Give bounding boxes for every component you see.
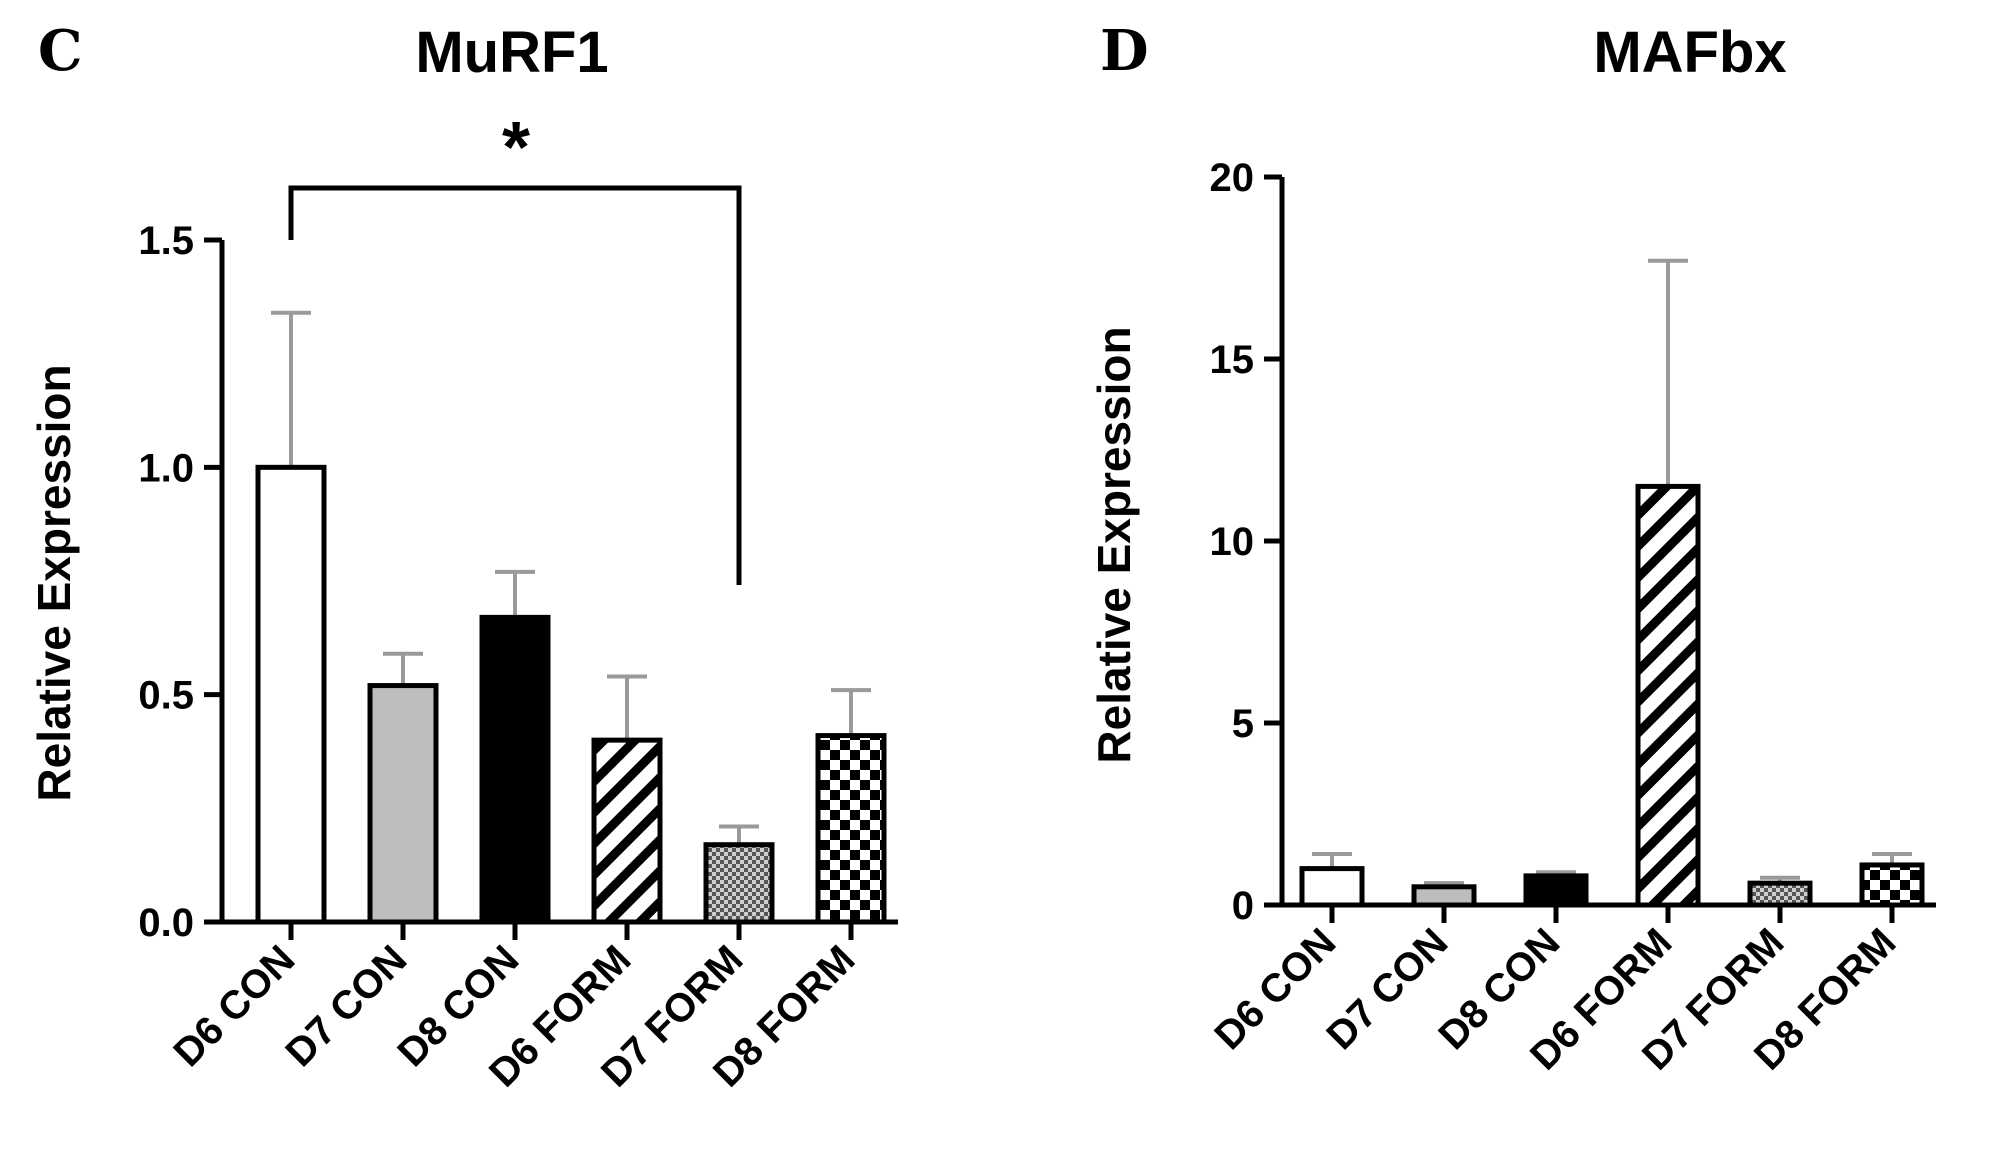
- y-tick-label: 5: [1232, 702, 1254, 746]
- bar: [1747, 880, 1813, 908]
- chart-panel-mafbx: D MAFbx Relative Expression 0 5 10 15 20 D6 C…: [1088, 18, 1936, 1079]
- bar: [703, 842, 775, 925]
- chart-title-mafbx: MAFbx: [1593, 20, 1786, 85]
- bar: [1523, 873, 1589, 908]
- y-tick-label: 10: [1210, 520, 1255, 564]
- bar: [255, 464, 327, 925]
- panel-letter-d: D: [1100, 18, 1149, 84]
- bar: [1635, 483, 1701, 908]
- bar: [591, 737, 663, 925]
- bar: [367, 683, 439, 925]
- x-tick-label: D7 CON: [277, 937, 415, 1075]
- y-tick-label: 15: [1210, 338, 1255, 382]
- bar: [479, 614, 551, 925]
- panel-letter-c: C: [38, 18, 83, 84]
- y-tick-label: 0.5: [138, 674, 194, 718]
- y-tick-label: 0.0: [138, 901, 194, 945]
- bar: [815, 733, 887, 925]
- significance-star: *: [502, 108, 530, 188]
- bar: [1859, 862, 1925, 908]
- y-axis-label-murf1: Relative Expression: [28, 364, 80, 801]
- significance-bracket: *: [288, 108, 742, 585]
- chart-title-murf1: MuRF1: [415, 20, 608, 85]
- significance-line: [288, 185, 742, 585]
- y-axis-label-mafbx: Relative Expression: [1088, 326, 1140, 763]
- y-tick-label: 20: [1210, 156, 1255, 200]
- x-tick-label: D6 CON: [1206, 920, 1344, 1058]
- y-tick-label: 1.5: [138, 219, 194, 263]
- y-tick-label: 0: [1232, 884, 1254, 928]
- x-tick-label: D7 CON: [1318, 920, 1456, 1058]
- bar: [1299, 866, 1365, 908]
- chart-panel-murf1: C MuRF1 Relative Expression 0.0 0.5 1.0 1.5…: [28, 18, 898, 1096]
- x-tick-label: D6 CON: [165, 937, 303, 1075]
- bar: [1411, 884, 1477, 908]
- y-tick-label: 1.0: [138, 446, 194, 490]
